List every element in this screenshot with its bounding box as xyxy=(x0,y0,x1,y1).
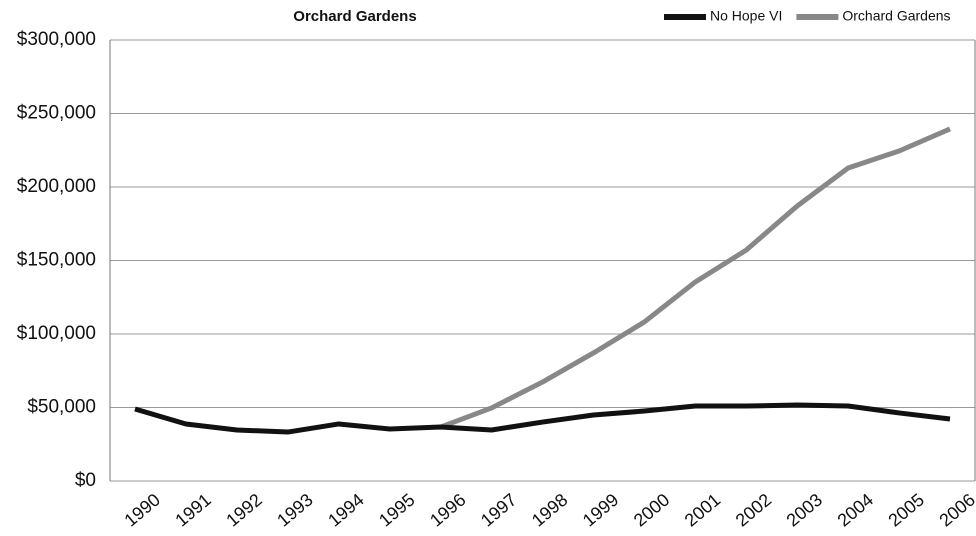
x-tick-label: 2002 xyxy=(732,490,776,531)
legend-label: Orchard Gardens xyxy=(842,8,950,24)
legend-label: No Hope VI xyxy=(710,8,782,24)
chart-title: Orchard Gardens xyxy=(293,8,416,25)
x-tick-label: 2003 xyxy=(783,490,827,531)
y-tick-label: $200,000 xyxy=(17,176,96,197)
x-tick-label: 2006 xyxy=(935,490,976,531)
y-tick-label: $50,000 xyxy=(27,397,96,418)
x-tick-label: 2005 xyxy=(884,490,928,531)
x-tick-label: 1996 xyxy=(426,490,470,531)
x-tick-label: 1994 xyxy=(324,490,368,531)
x-tick-label: 2004 xyxy=(834,490,878,531)
x-tick-label: 1991 xyxy=(171,490,215,531)
line-series xyxy=(439,126,951,430)
y-tick-label: $150,000 xyxy=(17,250,96,271)
x-tick-label: 1998 xyxy=(528,490,572,531)
x-tick-label: 1993 xyxy=(273,490,317,531)
x-tick-label: 1990 xyxy=(120,490,164,531)
x-tick-label: 1999 xyxy=(579,490,623,531)
x-tick-label: 2000 xyxy=(630,490,674,531)
y-tick-label: $100,000 xyxy=(17,323,96,344)
line-series xyxy=(134,402,951,435)
x-tick-label: 2001 xyxy=(681,490,725,531)
x-tick-label: 1995 xyxy=(375,490,419,531)
x-tick-label: 1992 xyxy=(222,490,266,531)
y-tick-label: $0 xyxy=(75,470,96,491)
y-tick-label: $300,000 xyxy=(17,29,96,50)
y-tick-label: $250,000 xyxy=(17,103,96,124)
x-tick-label: 1997 xyxy=(477,490,521,531)
